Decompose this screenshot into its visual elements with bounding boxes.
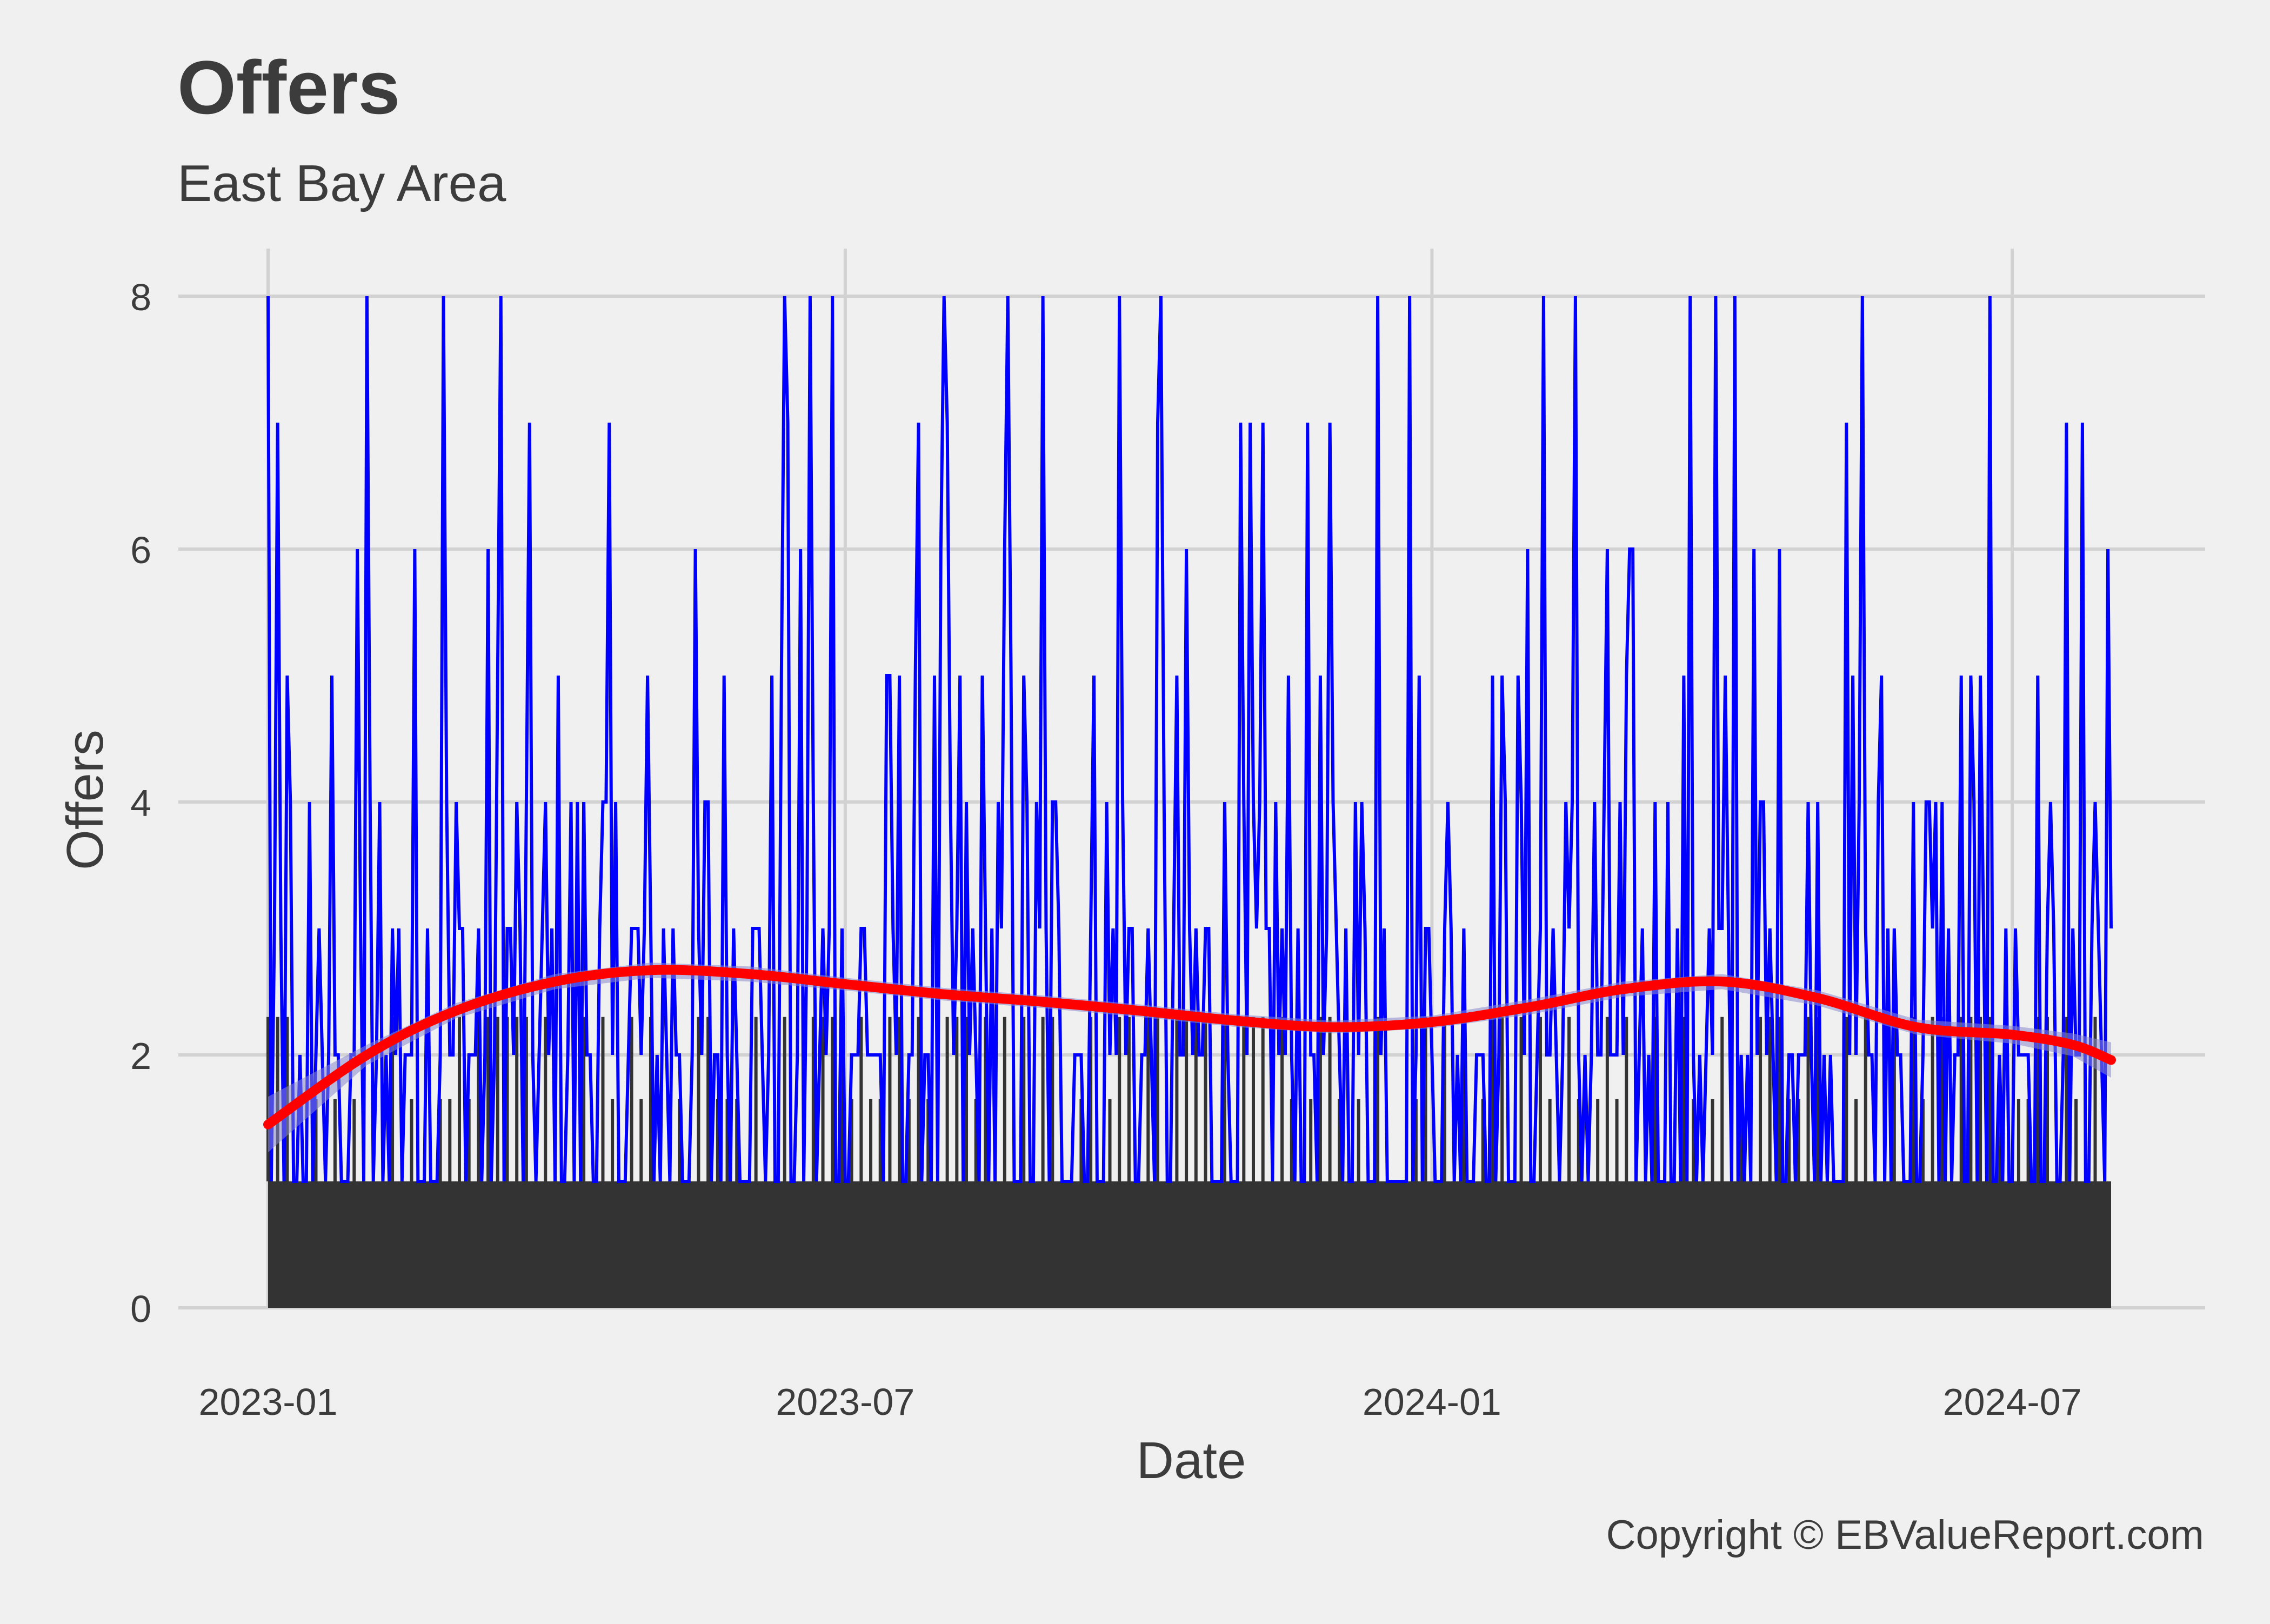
x-tick-label: 2024-07	[1943, 1381, 2082, 1423]
baseline-area	[268, 1181, 2111, 1308]
chart-title: Offers	[177, 45, 400, 130]
copyright-caption: Copyright © EBValueReport.com	[1606, 1512, 2204, 1558]
x-tick-label: 2023-07	[776, 1381, 914, 1423]
x-tick-label: 2023-01	[199, 1381, 338, 1423]
trend-layer	[263, 963, 2116, 1153]
chart-subtitle: East Bay Area	[177, 155, 506, 212]
daily-offers-line	[266, 296, 2113, 1183]
daily-series-layer	[266, 296, 2113, 1183]
y-tick-label: 4	[130, 782, 151, 824]
y-axis-label: Offers	[56, 730, 114, 870]
x-axis-label: Date	[1137, 1432, 1246, 1489]
y-tick-label: 0	[130, 1288, 151, 1330]
y-tick-label: 2	[130, 1035, 151, 1077]
x-tick-label: 2024-01	[1363, 1381, 1501, 1423]
y-tick-label: 8	[130, 276, 151, 318]
y-tick-label: 6	[130, 529, 151, 571]
tick-label-layer: 0 2 4 6 8 2023-01 2023-07 2024-01 2024-07	[130, 276, 2082, 1423]
trend-line	[263, 965, 2116, 1130]
baseline-fill-layer	[266, 1017, 2111, 1308]
